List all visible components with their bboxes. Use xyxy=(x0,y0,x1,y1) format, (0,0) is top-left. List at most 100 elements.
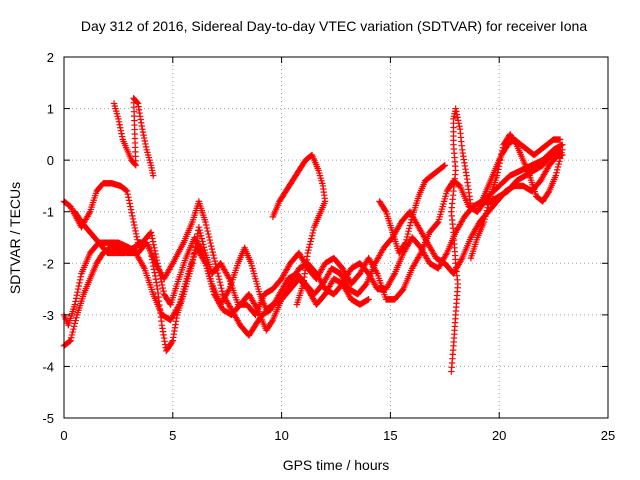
x-tick-label: 0 xyxy=(60,428,67,443)
point-marker xyxy=(558,149,565,156)
point-marker xyxy=(308,232,316,239)
point-marker xyxy=(552,172,559,179)
x-tick-label: 20 xyxy=(492,428,506,443)
point-marker xyxy=(123,187,131,195)
y-tick-label: -5 xyxy=(42,411,54,426)
point-marker xyxy=(71,320,79,327)
point-marker xyxy=(214,269,221,277)
point-marker xyxy=(150,172,157,179)
x-axis-label: GPS time / hours xyxy=(283,457,390,473)
point-marker xyxy=(211,257,219,265)
point-marker xyxy=(203,224,211,232)
point-marker xyxy=(76,279,83,287)
y-tick-label: -2 xyxy=(42,256,54,271)
point-marker xyxy=(195,223,203,231)
point-marker xyxy=(131,221,138,229)
point-marker xyxy=(310,226,317,234)
point-marker xyxy=(556,158,563,165)
series-track-j xyxy=(478,136,564,205)
y-tick-label: -1 xyxy=(42,205,54,220)
axis-ticks: 0 5 10 15 20 25 -5 -4 -3 -2 -1 0 1 2 xyxy=(42,50,615,443)
point-marker xyxy=(147,229,155,236)
point-marker xyxy=(72,298,79,305)
point-marker xyxy=(208,242,215,250)
point-marker xyxy=(482,210,490,217)
point-marker xyxy=(218,285,225,292)
point-marker xyxy=(71,301,79,308)
point-marker xyxy=(132,230,140,238)
point-marker xyxy=(77,273,84,280)
point-marker xyxy=(67,337,74,344)
point-marker xyxy=(205,233,213,241)
point-marker xyxy=(155,266,163,273)
point-marker xyxy=(133,99,141,106)
point-marker xyxy=(124,190,131,198)
y-tick-label: 0 xyxy=(47,153,54,168)
point-marker xyxy=(401,240,409,248)
point-marker xyxy=(153,256,161,264)
point-marker xyxy=(154,260,161,267)
point-marker xyxy=(305,246,312,254)
point-marker xyxy=(485,198,493,206)
point-marker xyxy=(70,325,77,333)
point-marker xyxy=(66,338,73,345)
point-marker xyxy=(405,227,412,235)
point-marker xyxy=(309,229,316,237)
point-marker xyxy=(481,215,488,223)
point-marker xyxy=(73,292,81,299)
point-marker xyxy=(482,213,489,220)
point-marker xyxy=(556,136,564,143)
point-marker xyxy=(204,227,211,235)
point-marker xyxy=(205,230,212,238)
point-marker xyxy=(207,239,214,247)
point-marker xyxy=(197,229,204,237)
point-marker xyxy=(452,105,459,112)
point-marker xyxy=(72,317,79,324)
point-marker xyxy=(217,282,224,289)
point-marker xyxy=(68,334,75,341)
x-tick-label: 25 xyxy=(601,428,615,443)
point-marker xyxy=(151,247,159,255)
point-marker xyxy=(155,263,162,270)
point-marker xyxy=(199,238,206,245)
point-marker xyxy=(407,219,414,226)
point-marker xyxy=(453,111,461,118)
point-marker xyxy=(213,263,220,271)
point-marker xyxy=(210,251,217,259)
y-tick-label: 2 xyxy=(47,50,54,65)
point-marker xyxy=(557,152,565,159)
x-tick-label: 15 xyxy=(383,428,397,443)
point-marker xyxy=(553,169,560,176)
point-marker xyxy=(151,244,158,252)
point-marker xyxy=(139,126,146,133)
point-marker xyxy=(406,222,414,229)
point-marker xyxy=(129,215,137,223)
point-marker xyxy=(132,227,139,235)
point-marker xyxy=(156,272,164,279)
point-marker xyxy=(306,241,314,248)
series-track-e xyxy=(110,95,157,179)
point-marker xyxy=(127,206,135,213)
point-marker xyxy=(216,275,223,283)
point-marker xyxy=(125,197,133,204)
point-marker xyxy=(453,108,460,115)
point-marker xyxy=(209,248,216,256)
point-marker xyxy=(440,162,448,170)
data-points xyxy=(60,95,566,375)
point-marker xyxy=(131,224,139,232)
point-marker xyxy=(139,128,147,136)
point-marker xyxy=(454,117,462,124)
point-marker xyxy=(142,143,150,151)
point-marker xyxy=(149,235,156,242)
point-marker xyxy=(150,241,157,248)
point-marker xyxy=(486,195,493,203)
point-marker xyxy=(122,187,130,194)
series-track-d xyxy=(71,208,372,313)
point-marker xyxy=(127,203,134,210)
point-marker xyxy=(305,244,313,251)
point-marker xyxy=(484,204,491,211)
point-marker xyxy=(141,134,148,142)
point-marker xyxy=(382,207,389,214)
point-marker xyxy=(158,278,165,286)
plot-frame xyxy=(63,56,609,419)
